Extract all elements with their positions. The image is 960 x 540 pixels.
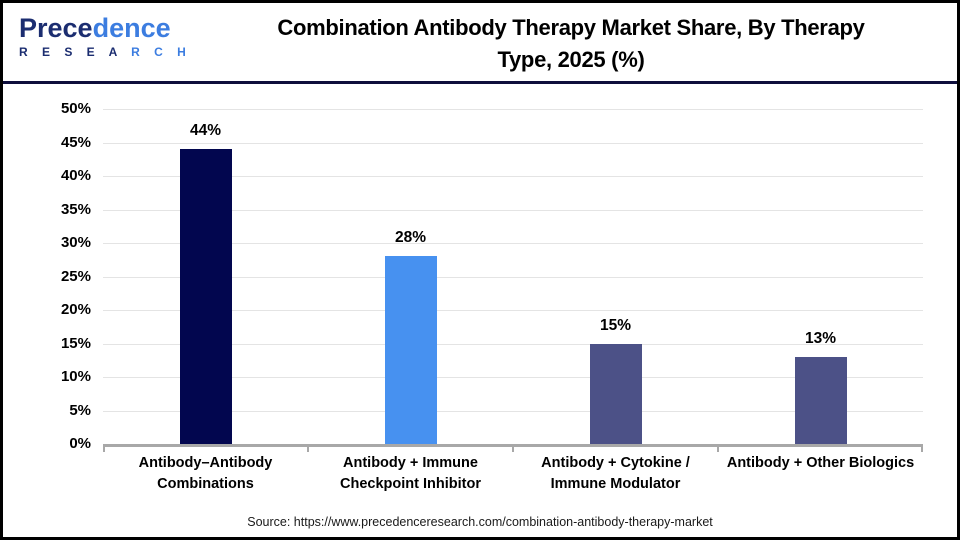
category-label: Antibody + Cytokine / Immune Modulator <box>541 455 690 493</box>
y-tick-label: 10% <box>60 368 91 385</box>
gridline <box>103 109 923 110</box>
gridline <box>103 243 923 244</box>
gridline <box>103 176 923 177</box>
gridline <box>103 343 923 345</box>
bar-value-label: 28% <box>394 229 427 247</box>
x-axis-tick <box>512 444 514 452</box>
x-axis-tick <box>717 444 719 452</box>
header-divider <box>3 81 957 84</box>
logo-wordmark-navy: Prece <box>19 13 93 43</box>
y-tick-label: 45% <box>60 133 91 151</box>
y-tick-label: 15% <box>60 334 91 352</box>
x-axis-labels: Antibody–Antibody Combinations Antibody +… <box>103 453 923 495</box>
y-tick-label: 25% <box>60 267 91 285</box>
category-label: Antibody–Antibody Combinations <box>138 455 273 493</box>
gridline <box>103 142 923 144</box>
y-tick-label: 35% <box>60 200 91 218</box>
plot-area: 44% 28% 15% 13% <box>103 109 923 452</box>
source-text: Source: https://www.precedenceresearch.c… <box>247 515 713 529</box>
logo-subtitle-blue: R C H <box>122 45 192 59</box>
x-axis-tick <box>103 444 105 452</box>
gridline <box>103 209 923 211</box>
bar-value-label: 13% <box>804 329 837 347</box>
y-tick-label: 20% <box>60 301 91 318</box>
logo-wordmark: Precedence <box>19 15 189 42</box>
chart-title-line1: Combination Antibody Therapy Market Shar… <box>277 15 865 40</box>
gridline <box>103 310 923 311</box>
chart-title: Combination Antibody Therapy Market Shar… <box>193 12 949 76</box>
chart-title-line2: Type, 2025 (%) <box>497 47 645 72</box>
y-tick-label: 30% <box>60 234 91 251</box>
bar-4 <box>794 356 847 444</box>
bar-value-label: 44% <box>189 122 222 140</box>
bar-2 <box>384 256 437 444</box>
x-axis-tick <box>921 444 923 452</box>
logo-subtitle: R E S E A R C H <box>19 46 189 58</box>
y-tick-label: 50% <box>60 100 91 117</box>
logo-wordmark-blue: dence <box>92 13 171 43</box>
y-tick-label: 40% <box>60 167 91 184</box>
category-label: Antibody + Other Biologics <box>726 455 915 471</box>
precedence-research-logo: Precedence R E S E A R C H <box>19 15 189 59</box>
bar-value-label: 15% <box>599 316 632 334</box>
y-tick-label: 5% <box>69 401 91 419</box>
bar-1 <box>179 149 232 444</box>
gridline <box>103 410 923 412</box>
gridline <box>103 377 923 378</box>
y-tick-label: 0% <box>69 435 91 452</box>
logo-subtitle-navy: R E S E A <box>19 45 123 59</box>
category-label: Antibody + Immune Checkpoint Inhibitor <box>340 455 481 493</box>
bar-3 <box>589 343 642 444</box>
x-axis-tick <box>307 444 309 452</box>
y-axis-labels: 0% 5% 10% 15% 20% 25% 30% 35% 40% 45% 50% <box>27 100 91 454</box>
gridline <box>103 276 923 278</box>
